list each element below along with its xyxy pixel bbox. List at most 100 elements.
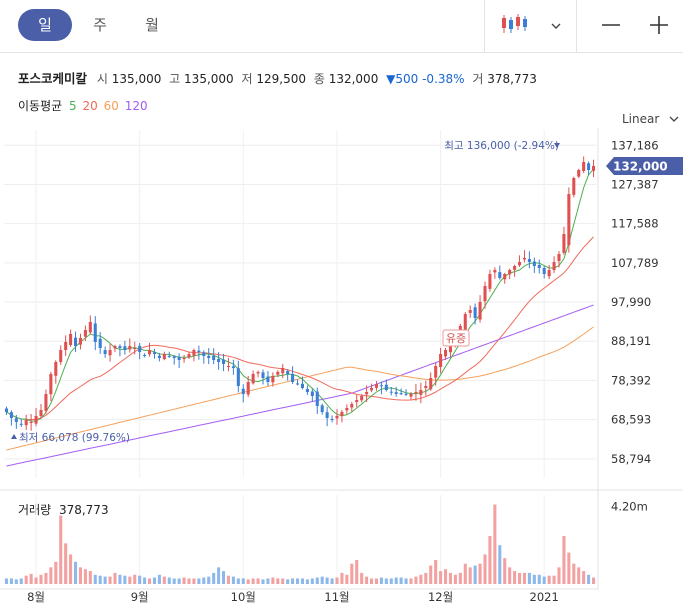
candle-body — [24, 420, 28, 426]
moving-average-lines — [6, 168, 594, 467]
plus-icon[interactable] — [648, 14, 670, 40]
volume-bar — [508, 567, 512, 584]
volume-bar — [34, 577, 38, 584]
x-tick-label: 9월 — [131, 590, 149, 604]
candle-body — [4, 408, 8, 412]
volume-bar — [108, 576, 112, 584]
moving-average-legend[interactable]: 이동평균 5 20 60 120 — [18, 97, 148, 114]
volume-bar — [345, 574, 349, 584]
volume-bar — [384, 578, 388, 584]
period-tab-week[interactable]: 주 — [93, 16, 107, 34]
volume-bar — [374, 578, 378, 584]
high-annotation: 최고 136,000 (-2.94%) — [444, 140, 559, 152]
volume-bar — [325, 577, 329, 584]
volume-bar — [271, 577, 275, 584]
volume-bar — [212, 572, 216, 584]
price-grid — [0, 128, 683, 590]
y-tick-label: 68,593 — [611, 413, 651, 427]
event-badge — [442, 329, 470, 347]
candle-body — [330, 418, 334, 420]
y-tick-label: 117,588 — [611, 217, 659, 231]
volume-bar — [113, 572, 117, 584]
candle-body — [217, 359, 221, 362]
chevron-down-icon[interactable] — [550, 16, 562, 35]
volume-bar — [14, 579, 18, 584]
period-tab-day[interactable]: 일 — [18, 9, 72, 41]
volume-bar — [162, 576, 166, 584]
chevron-down-icon — [669, 116, 679, 122]
close-value: 132,000 — [328, 72, 379, 86]
volume-bar — [98, 575, 102, 584]
minus-icon[interactable] — [600, 14, 622, 40]
candle-body — [246, 382, 250, 395]
stock-name: 포스코케미칼 — [18, 71, 88, 86]
candle-body — [562, 234, 566, 253]
y-tick-label: 78,392 — [611, 373, 651, 387]
candle-body — [488, 274, 492, 289]
candle-body — [148, 350, 152, 355]
volume-bar — [434, 559, 438, 584]
scale-selector[interactable]: Linear — [622, 112, 679, 126]
ma-20-label: 20 — [82, 99, 98, 113]
volume-bar — [44, 572, 48, 584]
x-tick-label: 11월 — [324, 590, 349, 604]
volume-grid — [35, 495, 545, 584]
candle-body — [128, 346, 132, 350]
candle-body — [98, 338, 102, 348]
candle-body — [34, 416, 38, 424]
x-tick-label: 8월 — [27, 590, 45, 604]
candle-body — [59, 350, 63, 363]
candle-body — [251, 374, 255, 384]
volume-bar — [19, 578, 23, 584]
candle-body — [226, 366, 230, 367]
volume-bar — [74, 561, 78, 584]
y-tick-label: 127,387 — [611, 177, 659, 191]
candle-body — [300, 383, 304, 388]
volume-bar — [148, 578, 152, 584]
candle-body — [271, 376, 275, 383]
candle-body — [335, 416, 339, 419]
volume-bar — [360, 572, 364, 584]
volume-bar — [251, 578, 255, 584]
volume-bar — [291, 578, 295, 584]
high-label: 고 — [169, 72, 181, 86]
candlestick-chart-icon[interactable] — [500, 13, 528, 39]
volume-bar — [483, 554, 487, 584]
volume-bar — [448, 572, 452, 584]
volume-bar — [143, 577, 147, 584]
volume-bar — [419, 574, 423, 584]
candle-body — [291, 373, 295, 382]
volume-bar — [286, 579, 290, 584]
candle-body — [394, 392, 398, 394]
ma-60-line — [6, 326, 594, 451]
y-tick-label: 97,990 — [611, 295, 651, 309]
candle-body — [434, 366, 438, 378]
x-tick-label: 10월 — [231, 590, 256, 604]
candle-body — [118, 346, 122, 348]
candle-body — [370, 388, 374, 391]
volume-label: 거 — [472, 72, 484, 86]
candle-body — [241, 388, 245, 394]
candle-body — [49, 374, 53, 395]
volume-bar — [557, 567, 561, 584]
candle-body — [587, 163, 591, 170]
volume-bar — [424, 572, 428, 584]
period-tab-month[interactable]: 월 — [145, 16, 159, 34]
candle-body — [404, 393, 408, 395]
volume-bar — [296, 578, 300, 584]
candle-body — [513, 266, 517, 270]
ma-60-label: 60 — [103, 99, 119, 113]
candle-body — [138, 345, 142, 352]
candle-body — [276, 372, 280, 375]
volume-panel-label: 거래량 378,773 — [18, 501, 109, 518]
ma-120-label: 120 — [124, 99, 148, 113]
y-tick-label: 107,789 — [611, 256, 659, 270]
candle-body — [557, 254, 561, 262]
candle-body — [379, 385, 383, 387]
volume-bar — [527, 572, 531, 584]
last-price-tag — [606, 157, 683, 175]
volume-bar — [592, 577, 596, 584]
candle-body — [340, 412, 344, 417]
candle-body — [414, 392, 418, 394]
volume-bar — [49, 567, 53, 584]
